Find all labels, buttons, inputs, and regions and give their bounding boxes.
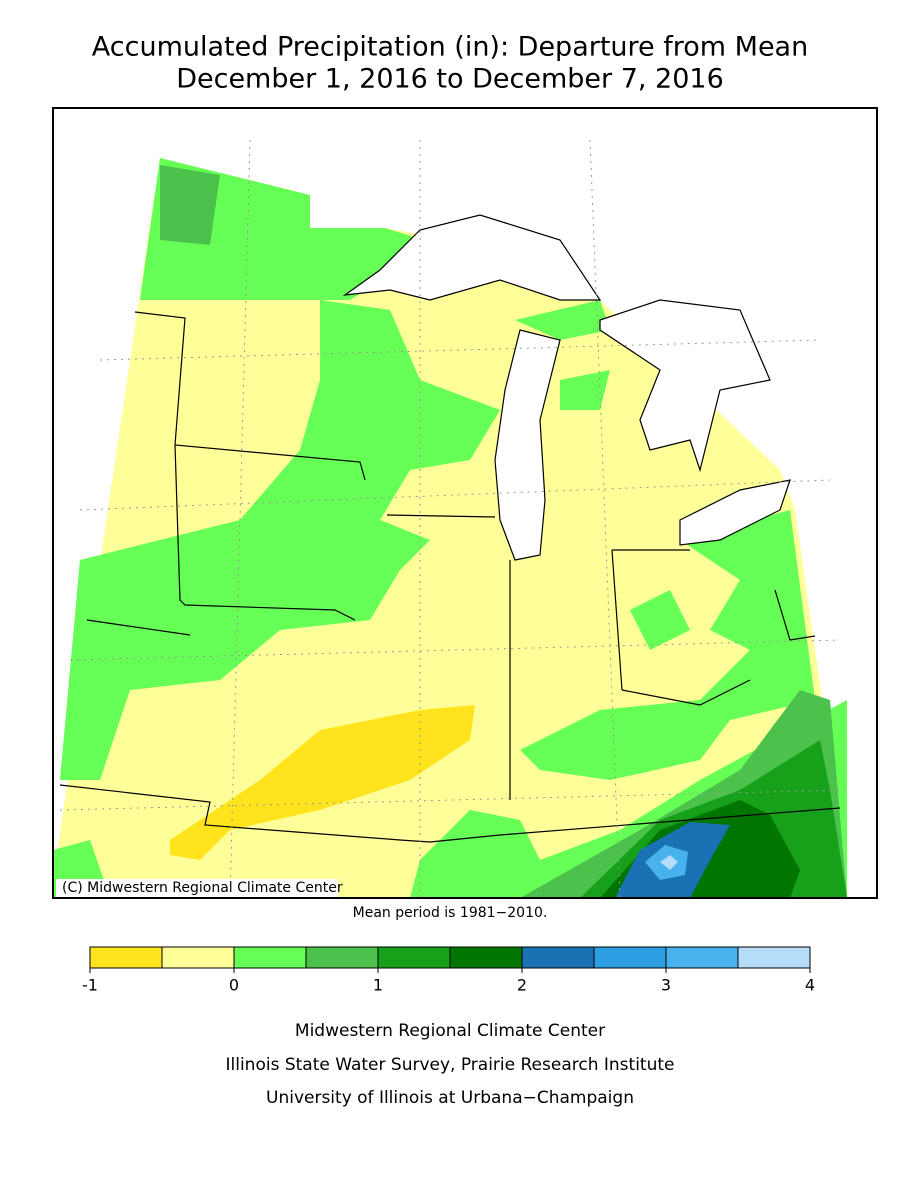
colorbar-swatch	[89, 946, 163, 969]
footer-line: Midwestern Regional Climate Center	[295, 1021, 605, 1041]
wet-area	[60, 300, 500, 780]
colorbar-swatch	[665, 946, 739, 969]
colorbar-tick-label: 0	[229, 976, 239, 995]
colorbar-tick-label: 1	[373, 976, 383, 995]
colorbar-tick-label: 3	[661, 976, 671, 995]
map-frame	[52, 107, 878, 899]
lake	[494, 329, 561, 561]
dry-area	[170, 705, 475, 860]
lake	[679, 479, 791, 546]
graticule	[59, 139, 846, 898]
subtitle: December 1, 2016 to December 7, 2016	[176, 64, 724, 95]
colorbar-swatch	[449, 946, 523, 969]
colorbar-swatch	[161, 946, 235, 969]
colorbar-swatch	[521, 946, 595, 969]
colorbar: -1 0 1 2 3 4	[82, 946, 815, 995]
copyright-box	[56, 879, 338, 897]
colorbar-swatch	[737, 946, 811, 969]
footer-line: University of Illinois at Urbana−Champai…	[266, 1088, 634, 1108]
state-line	[59, 311, 841, 843]
lake	[342, 214, 602, 301]
colorbar-tick-label: -1	[82, 976, 98, 995]
copyright: (C) Midwestern Regional Climate Center	[62, 880, 343, 896]
wet-area	[520, 510, 815, 780]
colorbar-swatch	[593, 946, 667, 969]
colorbar-tick-label: 4	[805, 976, 815, 995]
footer-line: Illinois State Water Survey, Prairie Res…	[226, 1055, 675, 1075]
colorbar-swatch	[377, 946, 451, 969]
lake	[599, 299, 771, 473]
mean-period-note: Mean period is 1981−2010.	[353, 905, 548, 921]
map: (C) Midwestern Regional Climate Center	[52, 107, 878, 899]
colorbar-swatch	[305, 946, 379, 969]
title: Accumulated Precipitation (in): Departur…	[92, 32, 808, 63]
colorbar-tick-label: 2	[517, 976, 527, 995]
wet-area	[660, 855, 678, 870]
colorbar-swatch	[233, 946, 307, 969]
wet-area	[515, 300, 610, 410]
